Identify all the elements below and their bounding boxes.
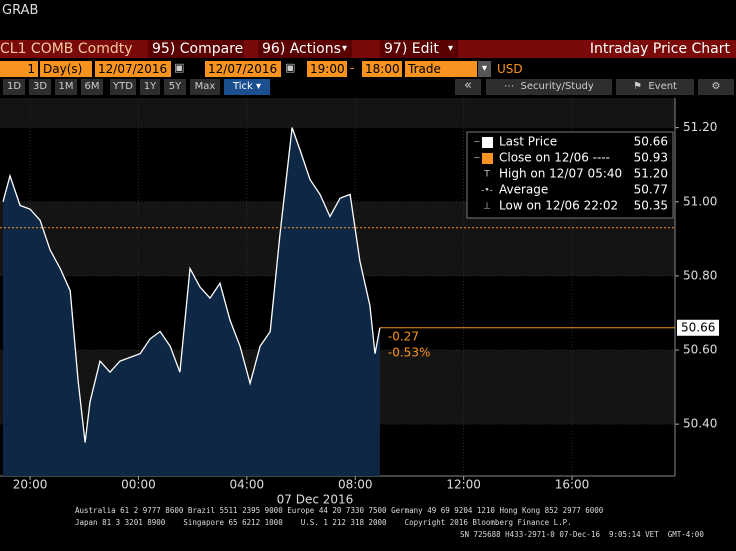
range-button[interactable]: 1D bbox=[3, 79, 25, 95]
study-button[interactable]: ⋯ Security/Study bbox=[486, 79, 612, 95]
legend-swatch bbox=[482, 153, 493, 164]
legend-symbol: -•- bbox=[481, 186, 493, 196]
study-label: Security/Study bbox=[520, 81, 594, 92]
start-date[interactable]: 12/07/2016 bbox=[95, 61, 171, 77]
menu-edit[interactable]: 97) Edit bbox=[380, 40, 458, 58]
y-tick-label: 50.80 bbox=[683, 268, 717, 282]
legend-value: 50.35 bbox=[634, 199, 668, 213]
range-button[interactable]: YTD bbox=[110, 79, 136, 95]
start-time[interactable]: 19:00 bbox=[307, 61, 347, 77]
event-label: Event bbox=[648, 81, 677, 92]
menu-actions[interactable]: 96) Actions bbox=[258, 40, 352, 58]
range-button[interactable]: Max bbox=[190, 79, 220, 95]
range-button[interactable]: 5Y bbox=[164, 79, 186, 95]
y-tick-label: 50.40 bbox=[683, 417, 717, 431]
event-button[interactable]: ⚑ Event bbox=[616, 79, 694, 95]
legend-swatch bbox=[482, 137, 493, 148]
function-title: Intraday Price Chart bbox=[589, 41, 730, 57]
security[interactable]: CL1 COMB Comdty bbox=[0, 41, 133, 57]
calendar-icon[interactable]: ▣ bbox=[285, 61, 296, 74]
legend-label: Average bbox=[499, 183, 548, 197]
dropdown-arrow: ▾ bbox=[448, 43, 454, 54]
x-axis-label: 07 Dec 2016 bbox=[277, 493, 354, 507]
legend-label: High on 12/07 05:40 bbox=[499, 167, 622, 181]
range-button[interactable]: 1M bbox=[55, 79, 77, 95]
last-price-label: 50.66 bbox=[681, 320, 715, 334]
range-button[interactable]: 3D bbox=[29, 79, 51, 95]
x-tick-label: 08:00 bbox=[338, 478, 373, 492]
end-date[interactable]: 12/07/2016 bbox=[205, 61, 281, 77]
y-tick-label: 50.60 bbox=[683, 343, 717, 357]
dropdown-arrow[interactable]: ▾ bbox=[478, 61, 491, 77]
end-time[interactable]: 18:00 bbox=[362, 61, 402, 77]
range-button[interactable]: 6M bbox=[81, 79, 103, 95]
legend-box bbox=[466, 131, 674, 219]
x-tick-label: 00:00 bbox=[121, 478, 156, 492]
currency: USD bbox=[497, 62, 523, 76]
legend-symbol: ⊥ bbox=[483, 202, 491, 212]
menu-compare[interactable]: 95) Compare bbox=[148, 40, 244, 58]
x-tick-label: 12:00 bbox=[446, 478, 481, 492]
last-price-box bbox=[677, 319, 719, 336]
separator: - bbox=[350, 61, 355, 75]
legend-label: Last Price bbox=[499, 135, 557, 149]
y-tick-label: 51.20 bbox=[683, 120, 717, 134]
dropdown-arrow: ▾ bbox=[342, 43, 348, 54]
range-button[interactable]: 1Y bbox=[140, 79, 160, 95]
tick-label: Tick bbox=[232, 81, 253, 92]
legend-value: 50.77 bbox=[634, 183, 668, 197]
price-line bbox=[2, 127, 381, 443]
legend-symbol: T bbox=[483, 170, 490, 180]
legend-toggle: − bbox=[473, 154, 481, 164]
legend: − Last Price 50.66 − Close on 12/06 ---- 50.9… bbox=[466, 131, 674, 219]
legend-label: Low on 12/06 22:02 bbox=[499, 199, 618, 213]
collapse-button[interactable]: « bbox=[455, 79, 481, 95]
legend-value: 51.20 bbox=[634, 167, 668, 181]
unit-field[interactable]: Day(s) bbox=[40, 61, 92, 77]
footer-line: Japan 81 3 3201 8900 Singapore 65 6212 1… bbox=[75, 518, 572, 527]
change-label: -0.27 bbox=[388, 329, 419, 343]
price-area bbox=[2, 127, 380, 476]
legend-toggle: − bbox=[473, 138, 481, 148]
legend-value: 50.93 bbox=[634, 151, 668, 165]
window-title: GRAB bbox=[2, 3, 39, 18]
x-tick-label: 04:00 bbox=[230, 478, 265, 492]
legend-value: 50.66 bbox=[634, 135, 668, 149]
legend-label: Close on 12/06 ---- bbox=[499, 151, 610, 165]
footer-line: Australia 61 2 9777 8600 Brazil 5511 239… bbox=[75, 506, 604, 515]
event-field[interactable]: Trade bbox=[405, 61, 477, 77]
tick-button[interactable]: Tick ▾ bbox=[224, 79, 270, 95]
grid-band bbox=[0, 98, 675, 128]
footer-line: SN 725688 H433-2971-0 07-Dec-16 9:05:14 … bbox=[460, 530, 704, 539]
period-field[interactable]: 1 bbox=[0, 61, 38, 77]
y-tick-label: 51.00 bbox=[683, 194, 717, 208]
calendar-icon[interactable]: ▣ bbox=[174, 61, 185, 74]
chart: 07 Dec 2016 50.40 50.60 50.80 51.00 51.20 20:… bbox=[0, 98, 719, 507]
settings-button[interactable]: ⚙ bbox=[698, 79, 734, 95]
x-tick-label: 20:00 bbox=[13, 478, 48, 492]
change-label: -0.53% bbox=[388, 345, 430, 359]
x-tick-label: 16:00 bbox=[555, 478, 590, 492]
